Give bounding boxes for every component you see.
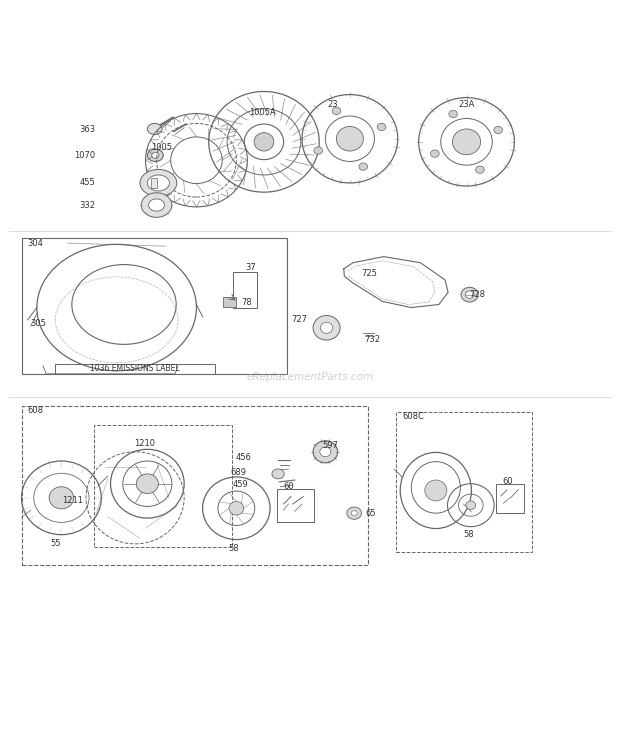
Bar: [22, 237, 286, 373]
Text: 58: 58: [464, 530, 474, 539]
Text: 1005A: 1005A: [249, 108, 275, 117]
Ellipse shape: [314, 147, 322, 154]
Text: 727: 727: [291, 315, 308, 324]
Text: 608C: 608C: [402, 411, 424, 420]
Ellipse shape: [476, 166, 484, 173]
Bar: [151, 178, 157, 187]
Text: 1005: 1005: [151, 144, 172, 153]
Ellipse shape: [449, 110, 458, 118]
Ellipse shape: [49, 487, 74, 509]
Ellipse shape: [347, 507, 361, 519]
Ellipse shape: [149, 199, 164, 211]
Bar: [396, 412, 532, 552]
Text: 1036 EMISSIONS LABEL: 1036 EMISSIONS LABEL: [91, 365, 180, 373]
Text: eReplacementParts.com: eReplacementParts.com: [246, 372, 374, 382]
Ellipse shape: [229, 501, 244, 515]
Ellipse shape: [313, 440, 338, 463]
Ellipse shape: [313, 315, 340, 340]
Text: 37: 37: [246, 263, 256, 272]
Ellipse shape: [466, 501, 476, 510]
Text: 689: 689: [231, 468, 247, 477]
Text: 455: 455: [79, 179, 95, 187]
Ellipse shape: [320, 447, 331, 457]
Text: 305: 305: [30, 319, 46, 328]
Text: 78: 78: [241, 298, 252, 307]
Text: 459: 459: [233, 481, 249, 490]
Ellipse shape: [425, 480, 447, 501]
Ellipse shape: [136, 474, 158, 493]
Ellipse shape: [272, 469, 284, 479]
Text: 363: 363: [79, 125, 95, 134]
Text: 608: 608: [28, 406, 43, 415]
Text: 456: 456: [236, 453, 252, 463]
Ellipse shape: [332, 107, 341, 115]
Text: 304: 304: [28, 239, 43, 248]
Bar: [278, 489, 314, 522]
Bar: [55, 364, 215, 373]
Ellipse shape: [430, 150, 439, 157]
Ellipse shape: [465, 291, 474, 298]
Ellipse shape: [461, 287, 478, 302]
Ellipse shape: [337, 126, 363, 151]
Text: 332: 332: [79, 201, 95, 210]
Ellipse shape: [359, 163, 368, 170]
Text: 23A: 23A: [459, 100, 475, 109]
Bar: [496, 484, 524, 513]
Text: 728: 728: [469, 289, 485, 298]
Text: 1211: 1211: [62, 496, 83, 505]
Text: 65: 65: [365, 509, 376, 518]
Text: 725: 725: [361, 269, 378, 278]
Text: 60: 60: [502, 477, 513, 486]
Ellipse shape: [254, 132, 274, 151]
Ellipse shape: [148, 175, 169, 191]
Text: 1070: 1070: [74, 151, 95, 160]
Ellipse shape: [148, 150, 163, 161]
Text: 1210: 1210: [134, 439, 155, 449]
Ellipse shape: [140, 170, 177, 196]
Text: 55: 55: [50, 539, 61, 548]
Ellipse shape: [152, 153, 159, 158]
Bar: [233, 272, 257, 307]
Ellipse shape: [141, 193, 172, 217]
Text: 732: 732: [364, 335, 380, 344]
Bar: [223, 297, 236, 307]
Text: 597: 597: [322, 440, 338, 449]
Ellipse shape: [453, 129, 480, 155]
Bar: [94, 426, 232, 547]
Ellipse shape: [377, 124, 386, 131]
Bar: [22, 405, 368, 565]
Ellipse shape: [494, 126, 502, 134]
Text: 60: 60: [283, 482, 294, 491]
Text: 58: 58: [228, 544, 239, 553]
Ellipse shape: [148, 124, 162, 135]
Text: 23: 23: [327, 100, 338, 109]
Ellipse shape: [321, 322, 333, 333]
Ellipse shape: [351, 510, 357, 516]
